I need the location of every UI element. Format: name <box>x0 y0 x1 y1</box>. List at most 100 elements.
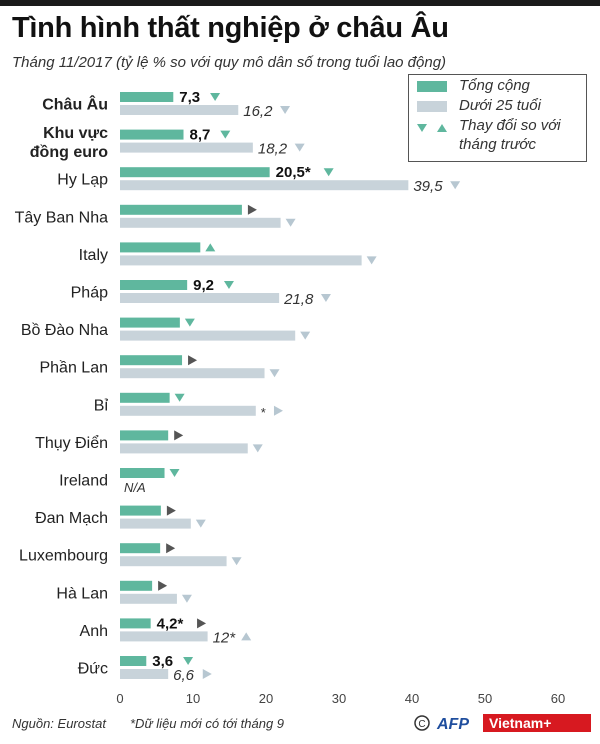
data-label-youth: 21,8 <box>283 291 314 308</box>
afp-vietnamplus-logo: C AFP Vietnam+ <box>414 714 591 733</box>
x-tick-label-30: 30 <box>332 691 346 706</box>
data-label-youth: 12* <box>213 629 237 646</box>
category-label: Italy <box>79 247 108 264</box>
change-arrow-total <box>188 355 198 366</box>
data-label-total: 4,2* <box>157 615 184 632</box>
data-label-youth: 18,2 <box>258 141 288 158</box>
bar-total <box>120 167 270 178</box>
category-label: Phần Lan <box>39 360 108 377</box>
change-arrow-total <box>323 168 334 177</box>
bar-youth <box>120 142 253 153</box>
change-arrow-total <box>166 543 176 554</box>
legend-label-change-2: tháng trước <box>459 136 536 153</box>
bar-youth <box>120 556 227 567</box>
change-arrow-youth <box>269 369 280 378</box>
legend-swatch-total <box>417 81 447 92</box>
change-arrow-total <box>174 393 185 402</box>
bar-youth <box>120 631 208 642</box>
change-arrow-total <box>174 430 184 441</box>
x-tick-label-40: 40 <box>405 691 419 706</box>
data-label-youth: 39,5 <box>413 178 443 195</box>
change-arrow-youth <box>181 594 192 603</box>
category-label: Hy Lạp <box>57 172 108 189</box>
change-arrow-youth <box>273 405 283 416</box>
x-tick-label-20: 20 <box>259 691 273 706</box>
data-label-youth: * <box>261 405 266 420</box>
bar-youth <box>120 443 248 454</box>
change-arrow-total <box>158 580 168 591</box>
top-bar <box>0 0 600 6</box>
change-arrow-youth <box>294 143 305 152</box>
data-label-total: 20,5* <box>276 164 311 181</box>
chart-title: Tình hình thất nghiệp ở châu Âu <box>12 12 449 44</box>
bar-total <box>120 580 153 591</box>
change-arrow-youth <box>366 256 377 265</box>
change-arrow-youth <box>280 106 291 114</box>
bar-total <box>120 355 183 366</box>
category-label: Bỉ <box>94 397 109 414</box>
legend-label-change-1: Thay đổi so với <box>459 117 561 134</box>
change-arrow-total <box>183 657 194 665</box>
change-arrow-youth <box>285 218 296 227</box>
bar-youth <box>120 593 177 604</box>
category-label: Bồ Đào Nha <box>21 322 108 339</box>
bar-youth <box>120 255 362 266</box>
change-arrow-total <box>166 505 176 516</box>
bar-total <box>120 242 201 253</box>
brand-text: Vietnam+ <box>489 715 551 731</box>
bar-youth <box>120 293 280 303</box>
legend: Tổng cộng Dưới 25 tuổi Thay đổi so với t… <box>408 74 587 162</box>
bar-youth <box>120 105 239 115</box>
bar-youth <box>120 669 169 679</box>
change-arrow-youth <box>202 669 212 679</box>
category-label: Luxembourg <box>19 548 108 565</box>
bar-youth <box>120 518 191 529</box>
legend-swatch-youth <box>417 101 447 112</box>
category-label: Ireland <box>59 473 108 490</box>
category-label: Pháp <box>71 285 108 302</box>
bar-total <box>120 618 151 629</box>
data-label-total: 7,3 <box>179 89 200 106</box>
change-arrow-total <box>197 618 207 629</box>
bar-total <box>120 317 180 328</box>
bar-total <box>120 468 165 478</box>
bar-youth <box>120 330 296 341</box>
category-label: Hà Lan <box>56 585 108 602</box>
change-arrow-youth <box>252 444 263 453</box>
x-tick-label-10: 10 <box>186 691 200 706</box>
data-label-total: 8,7 <box>190 127 211 144</box>
bar-total <box>120 543 161 554</box>
bar-total <box>120 92 174 102</box>
legend-label-youth: Dưới 25 tuổi <box>459 97 541 114</box>
data-label-youth: 16,2 <box>243 103 273 120</box>
svg-text:C: C <box>418 719 425 730</box>
change-arrow-total <box>184 318 195 327</box>
chart-subtitle: Tháng 11/2017 (tỷ lệ % so với quy mô dân… <box>12 54 447 71</box>
data-label-total: 9,2 <box>193 277 214 294</box>
data-label-youth: 6,6 <box>173 667 195 684</box>
change-arrow-total <box>220 130 231 139</box>
change-arrow-total <box>210 93 221 101</box>
legend-change-arrows-icon <box>417 124 447 132</box>
legend-label-total: Tổng cộng <box>459 77 530 94</box>
bar-youth <box>120 180 409 191</box>
x-tick-label-0: 0 <box>116 691 123 706</box>
change-arrow-total <box>247 204 257 215</box>
bar-total <box>120 204 242 215</box>
data-label-total: 3,6 <box>152 653 173 670</box>
data-label-youth: N/A <box>124 480 146 495</box>
change-arrow-youth <box>450 181 461 190</box>
category-label: Tây Ban Nha <box>15 209 108 226</box>
bar-total <box>120 280 188 290</box>
change-arrow-total <box>205 243 216 252</box>
source-note: Nguồn: Eurostat <box>12 716 106 731</box>
footnote: *Dữ liệu mới có tới tháng 9 <box>130 716 285 731</box>
category-label: Khu vực đồng euro <box>30 125 108 161</box>
x-tick-label-60: 60 <box>551 691 565 706</box>
bar-total <box>120 656 147 666</box>
bar-youth <box>120 405 256 416</box>
svg-text:AFP: AFP <box>436 716 469 733</box>
category-label: Châu Âu <box>42 95 108 114</box>
bar-youth <box>120 368 265 379</box>
